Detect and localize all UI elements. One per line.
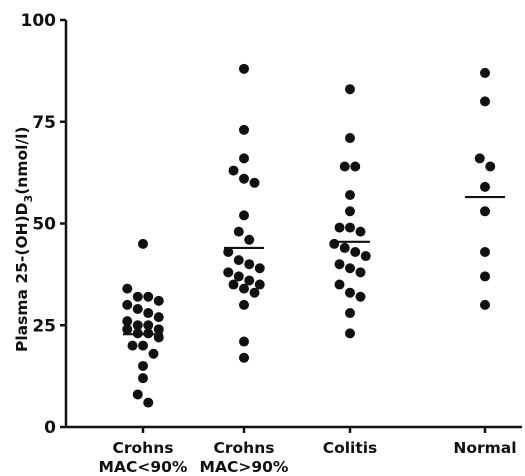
x-tick-label: Crohns bbox=[214, 439, 275, 457]
data-point bbox=[233, 271, 244, 282]
data-point bbox=[334, 222, 345, 233]
data-point bbox=[239, 210, 249, 221]
x-tick-label-line2: MAC<90% bbox=[99, 458, 188, 476]
data-point bbox=[153, 312, 164, 323]
data-point bbox=[138, 238, 148, 249]
x-tick-label: Colitis bbox=[323, 439, 378, 457]
data-point bbox=[127, 340, 138, 351]
data-point bbox=[480, 67, 490, 78]
data-points bbox=[122, 63, 496, 408]
y-tick-label: 0 bbox=[44, 418, 56, 438]
data-point bbox=[480, 299, 490, 310]
data-point bbox=[360, 251, 371, 262]
data-point bbox=[239, 124, 249, 135]
data-point bbox=[132, 291, 143, 302]
y-axis-label-main: Plasma 25-(OH)D bbox=[13, 202, 31, 352]
data-point bbox=[345, 206, 355, 217]
data-point bbox=[254, 263, 265, 274]
data-point bbox=[153, 324, 164, 335]
data-point bbox=[223, 267, 234, 278]
data-point bbox=[132, 389, 143, 400]
axes bbox=[64, 20, 522, 429]
y-axis-label-unit: (nmol/l) bbox=[13, 126, 31, 194]
data-point bbox=[345, 328, 355, 339]
data-point bbox=[480, 181, 490, 192]
data-point bbox=[355, 267, 366, 278]
x-tick-label: Crohns bbox=[113, 439, 174, 457]
x-tick-label-line2: MAC>90% bbox=[200, 458, 289, 476]
data-point bbox=[143, 291, 154, 302]
data-point bbox=[254, 279, 265, 290]
data-point bbox=[350, 161, 361, 172]
data-point bbox=[249, 177, 260, 188]
data-point bbox=[480, 96, 490, 107]
data-point bbox=[228, 165, 239, 176]
data-point bbox=[239, 173, 249, 184]
data-point bbox=[233, 226, 244, 237]
data-point bbox=[474, 153, 485, 164]
data-point bbox=[345, 84, 355, 95]
data-point bbox=[138, 360, 148, 371]
data-point bbox=[122, 299, 133, 310]
data-point bbox=[143, 397, 154, 408]
data-point bbox=[355, 226, 366, 237]
data-point bbox=[334, 259, 345, 270]
data-point bbox=[223, 246, 234, 257]
data-point bbox=[153, 295, 164, 306]
data-point bbox=[228, 279, 239, 290]
x-tick-label: Normal bbox=[453, 439, 516, 457]
data-point bbox=[239, 336, 249, 347]
data-point bbox=[244, 259, 255, 270]
data-point bbox=[249, 287, 260, 298]
data-point bbox=[244, 234, 255, 245]
data-point bbox=[239, 299, 249, 310]
data-point bbox=[485, 161, 496, 172]
data-point bbox=[345, 133, 355, 144]
y-axis-label-subscript: 3 bbox=[22, 195, 35, 203]
data-point bbox=[355, 291, 366, 302]
y-tick-label: 100 bbox=[21, 11, 57, 31]
data-point bbox=[339, 161, 350, 172]
mean-lines bbox=[123, 195, 505, 336]
data-point bbox=[480, 271, 490, 282]
y-axis-label: Plasma 25-(OH)D3(nmol/l) bbox=[13, 126, 35, 352]
data-point bbox=[350, 246, 361, 257]
y-tick-label: 50 bbox=[32, 215, 56, 235]
data-point bbox=[143, 308, 154, 319]
data-point bbox=[345, 222, 355, 233]
data-point bbox=[122, 324, 133, 335]
data-point bbox=[339, 242, 350, 253]
data-point bbox=[239, 283, 249, 294]
data-point bbox=[143, 320, 154, 331]
data-point bbox=[132, 303, 143, 314]
data-point bbox=[122, 283, 133, 294]
data-point bbox=[148, 348, 159, 359]
y-tick-label: 25 bbox=[32, 316, 56, 336]
data-point bbox=[345, 287, 355, 298]
data-point bbox=[480, 206, 490, 217]
data-point bbox=[345, 308, 355, 319]
data-point bbox=[138, 373, 148, 384]
data-point bbox=[345, 190, 355, 201]
data-point bbox=[239, 153, 249, 164]
y-axis-ticks: 0 25 50 75 100 bbox=[21, 11, 66, 438]
data-point bbox=[233, 255, 244, 266]
data-point bbox=[329, 238, 340, 249]
data-point bbox=[244, 275, 255, 286]
data-point bbox=[345, 263, 355, 274]
data-point bbox=[480, 246, 490, 257]
data-point bbox=[132, 320, 143, 331]
data-point bbox=[239, 63, 249, 74]
data-point bbox=[138, 340, 148, 351]
data-point bbox=[239, 352, 249, 363]
data-point bbox=[122, 316, 133, 327]
y-tick-label: 75 bbox=[32, 113, 56, 133]
data-point bbox=[334, 279, 345, 290]
